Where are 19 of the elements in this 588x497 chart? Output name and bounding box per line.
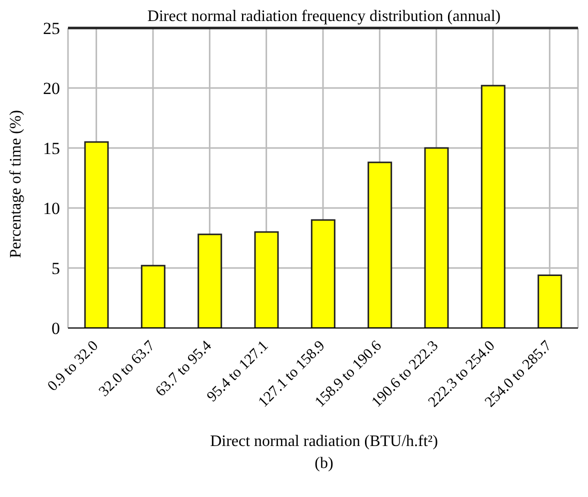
bar	[538, 274, 562, 328]
y-tick-label: 5	[52, 259, 60, 278]
bar	[310, 219, 336, 328]
bar	[424, 147, 449, 328]
y-tick-label: 15	[43, 139, 60, 158]
bar	[198, 234, 222, 328]
bar	[480, 84, 506, 328]
bar	[84, 141, 109, 328]
bar	[140, 264, 166, 328]
y-tick-label: 10	[43, 199, 60, 218]
y-axis-title: Percentage of time (%)	[8, 110, 25, 258]
y-tick-label: 25	[43, 19, 60, 38]
y-tick-label: 0	[52, 319, 60, 338]
x-axis-title: Direct normal radiation (BTU/h.ft²)	[209, 433, 439, 451]
y-tick-label: 20	[43, 79, 60, 98]
chart-title: Direct normal radiation frequency distribution (annual)	[146, 8, 502, 26]
text: (b)	[314, 455, 334, 473]
bar	[254, 231, 279, 328]
bar	[368, 162, 392, 328]
